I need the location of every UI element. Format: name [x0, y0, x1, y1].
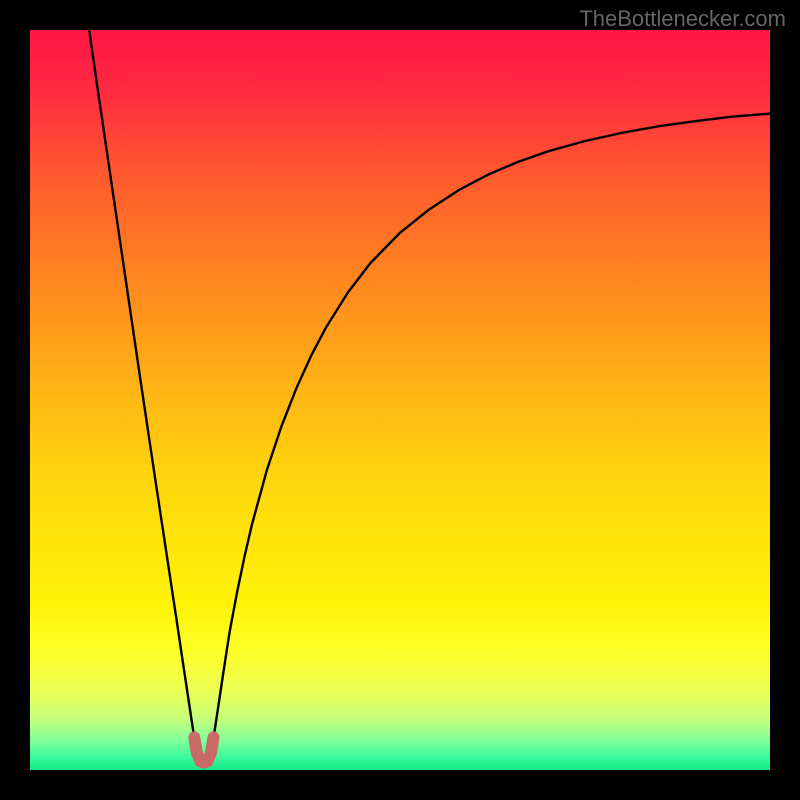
bottleneck-chart: [0, 0, 800, 800]
chart-stage: TheBottlenecker.com: [0, 0, 800, 800]
plot-background-gradient: [30, 30, 770, 770]
